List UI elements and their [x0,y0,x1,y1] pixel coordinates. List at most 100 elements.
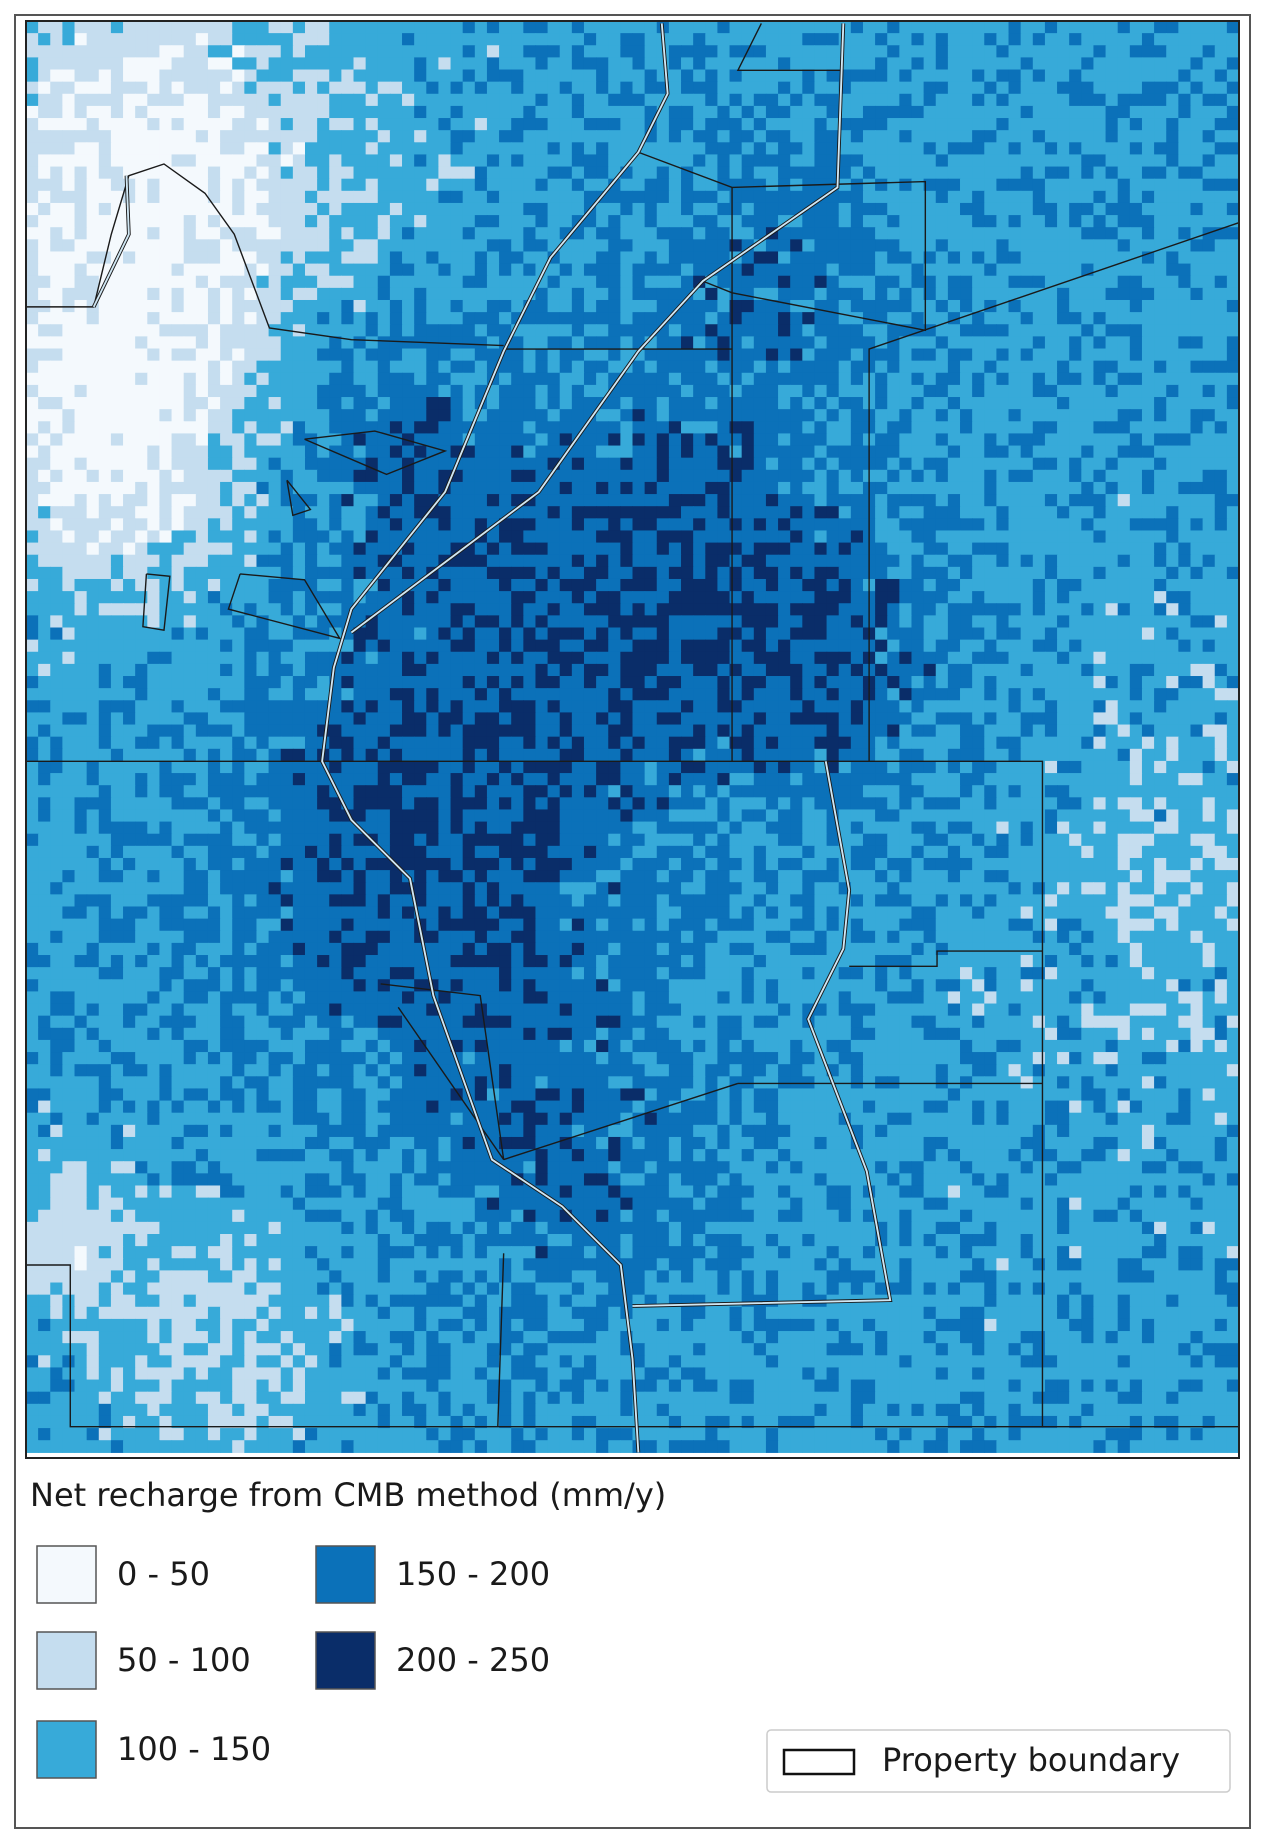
raster-cell [996,348,1010,362]
raster-cell [292,299,306,313]
raster-cell [232,554,245,568]
raster-cell [911,554,925,568]
raster-cell [26,166,39,180]
raster-cell [729,93,743,107]
raster-cell [426,518,440,532]
raster-cell [850,93,864,107]
raster-cell [790,384,803,398]
raster-cell [1154,421,1167,435]
raster-cell [244,591,258,604]
raster-cell [547,554,561,568]
raster-cell [280,239,294,253]
raster-cell [110,190,124,204]
raster-cell [474,263,488,277]
raster-cell [377,433,391,447]
raster-cell [220,45,233,58]
raster-cell [511,481,524,495]
raster-cell [86,384,100,398]
raster-cell [765,615,779,629]
raster-cell [1032,421,1046,435]
raster-cell [826,336,840,350]
raster-cell [850,481,864,495]
raster-cell [171,566,185,580]
raster-cell [583,105,597,119]
raster-cell [292,421,306,435]
raster-cell [377,215,391,228]
raster-cell [377,69,391,83]
raster-cell [972,130,985,143]
raster-cell [353,494,367,507]
raster-cell [462,227,476,240]
raster-cell [1032,554,1046,568]
raster-cell [244,299,258,313]
raster-cell [1141,33,1155,46]
raster-cell [778,287,791,301]
raster-cell [729,33,743,46]
raster-cell [377,542,391,556]
raster-cell [850,202,864,216]
raster-cell [486,21,500,34]
raster-cell [280,275,294,289]
raster-cell [887,251,900,265]
raster-cell [996,615,1010,629]
raster-cell [850,21,864,34]
raster-cell [1178,591,1192,604]
raster-cell [74,312,88,325]
raster-cell [644,202,658,216]
raster-cell [887,166,900,180]
raster-cell [620,227,634,240]
raster-cell [778,93,791,107]
raster-cell [571,202,585,216]
raster-cell [850,190,864,204]
raster-cell [365,142,379,156]
raster-cell [960,457,973,471]
raster-cell [705,469,719,483]
raster-cell [1214,178,1228,192]
raster-cell [450,348,464,362]
raster-cell [681,118,694,131]
raster-cell [1069,227,1082,240]
raster-cell [98,494,112,507]
raster-cell [523,481,537,495]
raster-cell [26,142,39,156]
raster-cell [365,336,379,350]
raster-cell [1020,190,1034,204]
raster-cell [499,457,512,471]
raster-cell [220,518,233,532]
raster-cell [123,93,136,107]
raster-cell [535,202,549,216]
raster-cell [1117,481,1131,495]
raster-cell [426,263,440,277]
raster-cell [632,130,646,143]
raster-cell [911,33,925,46]
raster-cell [850,57,864,71]
raster-cell [899,93,913,107]
raster-cell [1057,166,1070,180]
raster-cell [644,494,658,507]
raster-cell [814,615,828,629]
raster-cell [984,312,997,325]
raster-cell [632,397,646,410]
raster-cell [1008,506,1022,519]
raster-cell [753,397,767,410]
raster-cell [292,154,306,168]
raster-cell [402,324,415,337]
raster-cell [1178,421,1192,435]
raster-cell [426,130,440,143]
raster-cell [547,45,561,58]
raster-cell [996,118,1010,131]
raster-cell [1214,409,1228,422]
raster-cell [1190,166,1204,180]
raster-cell [207,239,221,253]
raster-cell [1154,130,1167,143]
raster-cell [341,578,355,592]
raster-cell [1081,21,1095,34]
raster-cell [862,154,876,168]
raster-cell [947,336,961,350]
raster-cell [826,554,840,568]
raster-cell [583,518,597,532]
raster-cell [414,166,427,180]
raster-cell [499,312,512,325]
raster-cell [947,409,961,422]
raster-cell [304,542,318,556]
